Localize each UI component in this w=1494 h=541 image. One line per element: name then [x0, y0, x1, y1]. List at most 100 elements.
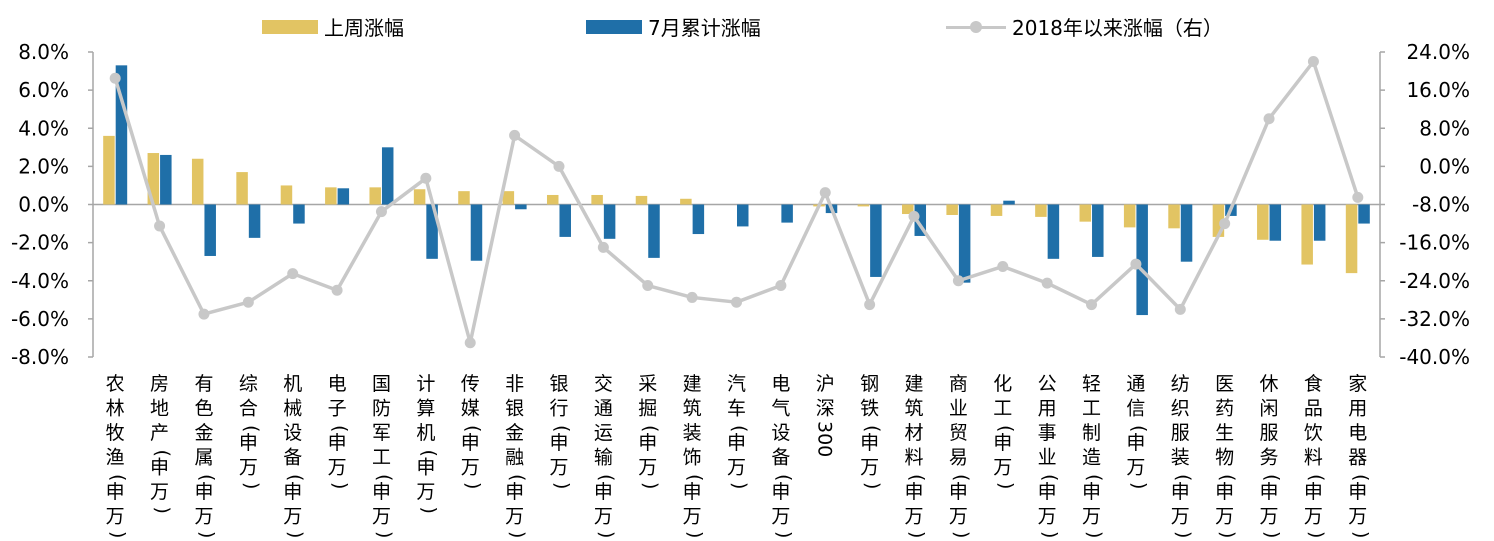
- svg-text:(: (: [285, 474, 307, 481]
- svg-text:申: 申: [1260, 481, 1279, 503]
- line-point-ytd: [997, 260, 1009, 272]
- svg-text:备: 备: [283, 447, 302, 469]
- y-left-tick-label: 6.0%: [18, 78, 69, 102]
- bar-weekly: [236, 172, 248, 205]
- bar-weekly: [325, 187, 337, 205]
- bar-july: [337, 188, 350, 205]
- svg-text:传: 传: [461, 373, 480, 395]
- svg-text:食: 食: [1304, 373, 1323, 395]
- y-right-tick-label: 0.0%: [1419, 154, 1470, 178]
- bar-weekly: [990, 204, 1003, 216]
- svg-text:通: 通: [1126, 373, 1145, 395]
- svg-text:行: 行: [549, 398, 568, 420]
- svg-text:色: 色: [194, 398, 213, 420]
- svg-text:事: 事: [1038, 422, 1057, 444]
- y-left-tick-label: -4.0%: [11, 269, 69, 293]
- svg-text:设: 设: [771, 422, 790, 444]
- svg-text:): ): [285, 531, 307, 537]
- legend-label-july: 7月累计涨幅: [648, 16, 761, 40]
- x-tick-label: 传媒 (申万): [461, 373, 485, 489]
- svg-text:房: 房: [150, 373, 169, 395]
- svg-text:媒: 媒: [461, 398, 480, 420]
- bar-july: [1180, 204, 1193, 262]
- svg-text:申: 申: [1304, 481, 1323, 503]
- svg-text:产: 产: [150, 422, 169, 444]
- svg-text:机: 机: [283, 373, 302, 395]
- svg-text:万: 万: [1171, 506, 1190, 528]
- svg-text:万: 万: [638, 457, 657, 479]
- x-tick-label: 房地产 (申万): [150, 373, 174, 514]
- svg-text:): ): [1350, 531, 1372, 537]
- svg-text:): ): [107, 531, 129, 537]
- svg-text:输: 输: [594, 447, 613, 469]
- svg-text:电: 电: [771, 373, 790, 395]
- bar-july: [914, 204, 927, 236]
- svg-text:申: 申: [461, 432, 480, 454]
- svg-text:服: 服: [1171, 422, 1190, 444]
- bar-weekly: [413, 189, 426, 205]
- svg-text:(: (: [196, 474, 218, 481]
- line-point-ytd: [731, 296, 742, 308]
- svg-text:气: 气: [771, 398, 790, 420]
- line-point-ytd: [908, 210, 920, 222]
- svg-text:金: 金: [505, 422, 524, 444]
- svg-text:(: (: [995, 425, 1017, 432]
- line-point-ytd: [1086, 299, 1098, 311]
- bar-july: [1313, 204, 1326, 241]
- svg-text:万: 万: [683, 506, 702, 528]
- bar-weekly: [191, 158, 204, 205]
- x-tick-label: 计算机 (申万): [416, 373, 440, 514]
- x-tick-label: 电子 (申万): [328, 373, 352, 489]
- svg-text:业: 业: [949, 398, 968, 420]
- svg-text:有: 有: [194, 373, 213, 395]
- svg-text:汽: 汽: [727, 373, 746, 395]
- svg-text:牧: 牧: [106, 422, 125, 444]
- bar-weekly: [458, 191, 470, 205]
- svg-text:饰: 饰: [683, 447, 702, 469]
- svg-text:): ): [1084, 531, 1106, 537]
- svg-text:(: (: [906, 474, 928, 481]
- svg-text:防: 防: [372, 398, 391, 420]
- svg-text:万: 万: [993, 457, 1012, 479]
- bar-july: [426, 204, 438, 259]
- svg-text:(: (: [507, 474, 529, 481]
- svg-text:申: 申: [1215, 481, 1234, 503]
- line-point-ytd: [509, 129, 521, 141]
- x-tick-label: 通信 (申万): [1126, 373, 1150, 489]
- x-tick-label: 综合 (申万): [239, 373, 263, 489]
- svg-text:(: (: [773, 474, 795, 481]
- y-left-tick-label: -6.0%: [11, 307, 69, 331]
- svg-text:(: (: [1217, 474, 1239, 481]
- svg-text:军: 军: [372, 422, 391, 444]
- line-point-ytd: [1352, 191, 1364, 203]
- svg-text:申: 申: [771, 481, 790, 503]
- svg-text:): ): [950, 531, 972, 537]
- line-point-ytd: [1174, 303, 1186, 315]
- svg-text:休: 休: [1260, 373, 1279, 395]
- svg-text:): ): [329, 482, 351, 489]
- svg-text:申: 申: [949, 481, 968, 503]
- svg-text:(: (: [418, 450, 440, 457]
- bar-july: [204, 204, 216, 256]
- svg-text:): ): [1039, 531, 1061, 537]
- svg-text:): ): [1128, 482, 1150, 489]
- line-point-ytd: [1307, 56, 1319, 68]
- svg-text:银: 银: [549, 373, 568, 395]
- bar-weekly: [1168, 204, 1180, 229]
- svg-text:建: 建: [683, 373, 702, 395]
- bar-weekly: [502, 191, 515, 205]
- svg-text:(: (: [329, 425, 351, 432]
- svg-text:融: 融: [505, 447, 524, 469]
- bar-weekly: [1257, 204, 1269, 240]
- line-point-ytd: [864, 299, 876, 311]
- svg-text:(: (: [240, 425, 262, 432]
- legend-swatch-ytd: [946, 20, 1006, 34]
- bar-july: [470, 204, 483, 261]
- svg-text:公: 公: [1038, 373, 1057, 395]
